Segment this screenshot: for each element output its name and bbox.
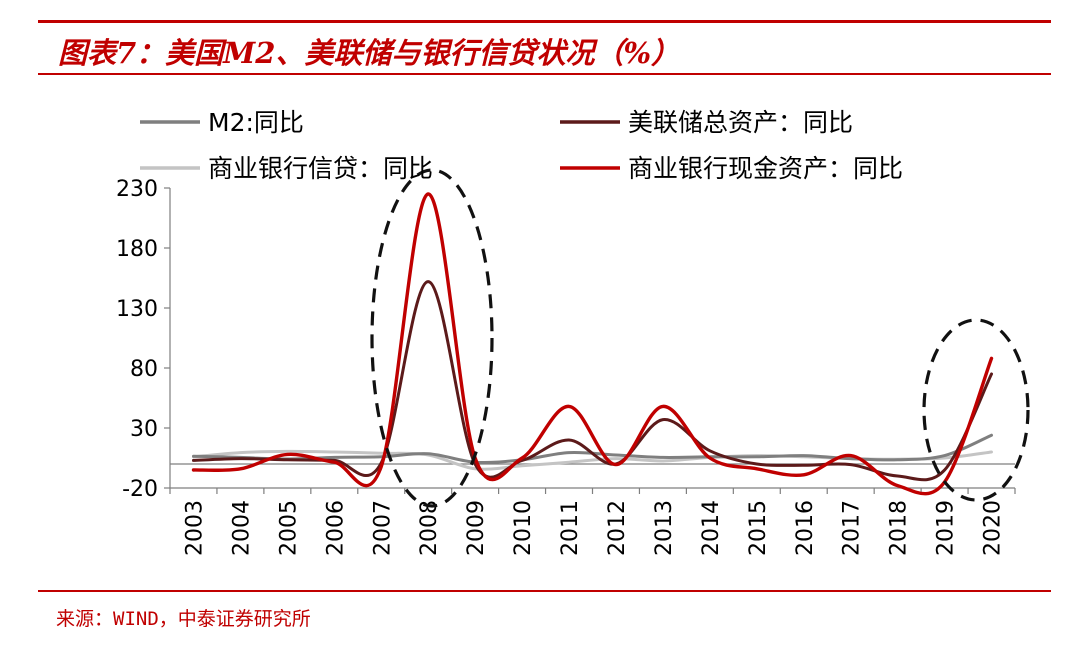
legend-label-m2-yoy: M2:同比 xyxy=(208,108,304,137)
chart-canvas: -20 30 80 130 180 230 2003 2004 2005 2006 2007 2008… xyxy=(116,108,1030,556)
x-tick-label: 2014 xyxy=(699,500,724,556)
top-rule xyxy=(38,20,1051,23)
x-tick-label: 2018 xyxy=(887,500,912,556)
y-tick-label: 30 xyxy=(130,417,158,442)
x-tick-label: 2012 xyxy=(605,500,630,556)
y-tick-label: 80 xyxy=(130,357,158,382)
x-tick-label: 2003 xyxy=(182,500,207,556)
annotations xyxy=(370,168,1030,508)
x-tick-label: 2011 xyxy=(558,500,583,556)
x-tick-label: 2013 xyxy=(652,500,677,556)
series-layer xyxy=(191,192,994,496)
x-tick-label: 2015 xyxy=(746,500,771,556)
x-tick-label: 2009 xyxy=(464,500,489,556)
x-tick-label: 2007 xyxy=(370,500,395,556)
x-tick-label: 2020 xyxy=(981,500,1006,556)
source-note: 来源：WIND，中泰证券研究所 xyxy=(56,608,311,630)
y-tick-label: 230 xyxy=(116,177,158,202)
title-rule xyxy=(38,73,1051,75)
legend-label-bank-cash-yoy: 商业银行现金资产：同比 xyxy=(628,154,903,183)
y-tick-label: 130 xyxy=(116,297,158,322)
legend-label-fed-assets-yoy: 美联储总资产：同比 xyxy=(628,108,853,137)
x-tick-label: 2008 xyxy=(417,500,442,556)
highlight-ellipse-2008 xyxy=(370,168,494,508)
bottom-rule xyxy=(38,590,1051,592)
x-tick-label: 2019 xyxy=(934,500,959,556)
y-tick-label: -20 xyxy=(122,477,158,502)
chart-title: 图表7：美国M2、美联储与银行信贷状况（%） xyxy=(58,36,681,70)
x-tick-label: 2016 xyxy=(793,500,818,556)
highlight-ellipse-2020 xyxy=(922,318,1030,502)
x-tick-label: 2017 xyxy=(840,500,865,556)
legend-label-bank-credit-yoy: 商业银行信贷：同比 xyxy=(208,154,433,183)
y-tick-label: 180 xyxy=(116,237,158,262)
x-tick-label: 2005 xyxy=(276,500,301,556)
axes: -20 30 80 130 180 230 2003 2004 2005 2006 2007 2008… xyxy=(116,177,1016,556)
x-tick-label: 2010 xyxy=(511,500,536,556)
x-tick-label: 2006 xyxy=(323,500,348,556)
x-tick-label: 2004 xyxy=(229,500,254,556)
series-line-fed-assets-yoy xyxy=(192,280,993,482)
series-line-bank-cash-yoy xyxy=(191,192,994,496)
